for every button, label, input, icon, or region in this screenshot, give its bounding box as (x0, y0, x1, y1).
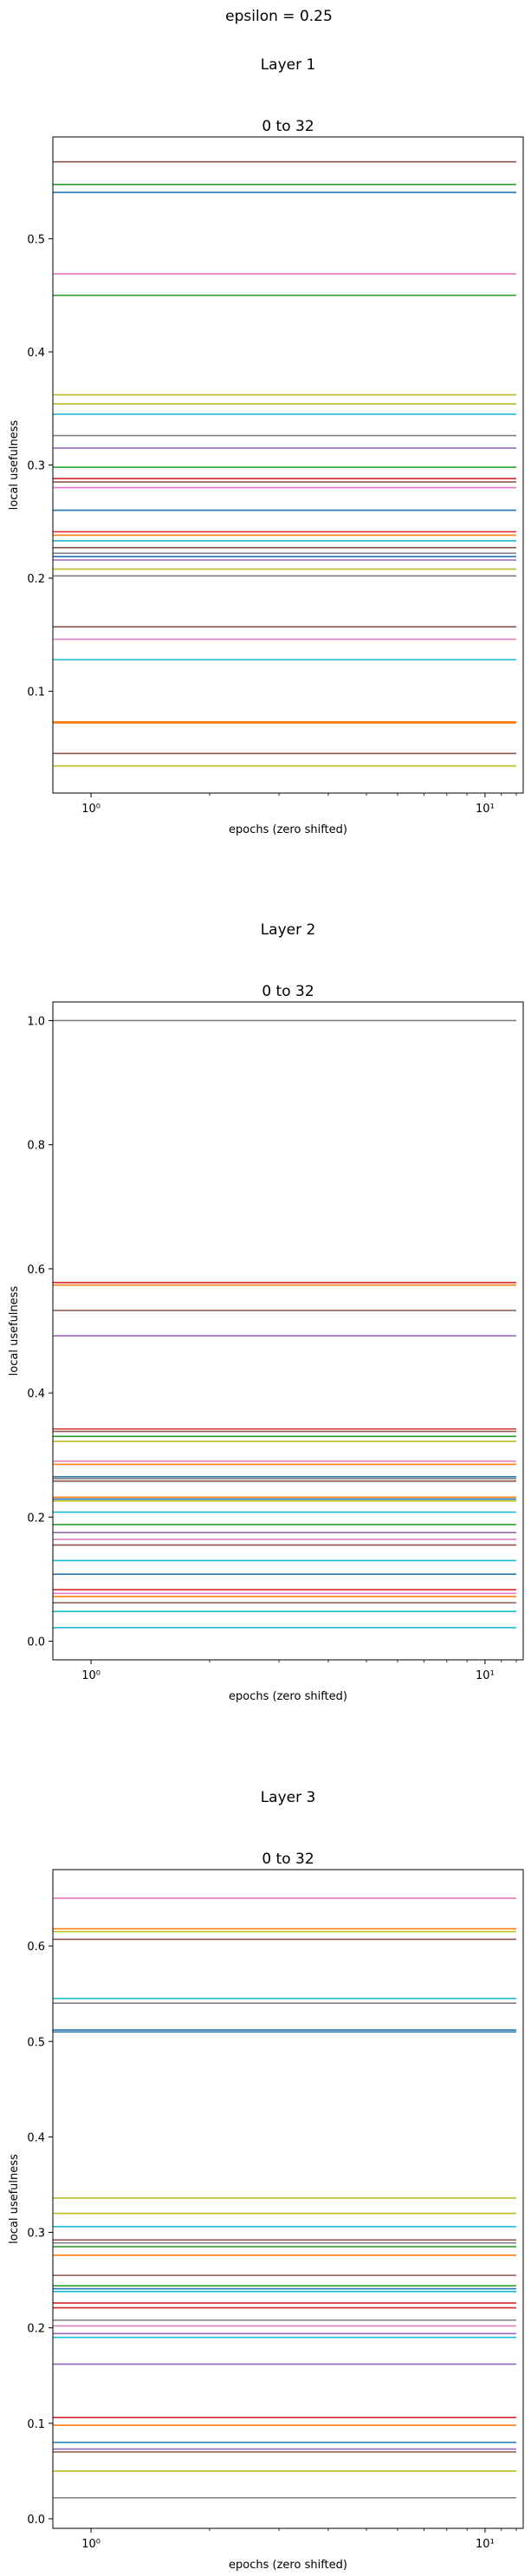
x-tick-label: 10⁰ (81, 2538, 100, 2551)
x-axis-label: epochs (zero shifted) (229, 2559, 347, 2572)
y-tick-label: 0.3 (27, 2228, 45, 2241)
layer-title: Layer 1 (261, 56, 316, 74)
y-tick-label: 0.4 (27, 1388, 45, 1401)
figure-suptitle: epsilon = 0.25 (225, 8, 333, 25)
y-tick-label: 0.4 (27, 2131, 45, 2144)
y-axis-label: local usefulness (8, 1285, 21, 1376)
y-tick-label: 0.0 (27, 2514, 45, 2527)
y-tick-label: 0.5 (27, 2036, 45, 2049)
y-axis-label: local usefulness (8, 420, 21, 510)
chart-panel-3: Layer 3 0 to 32 0.0 0.1 0.2 0.3 0.4 0.5 0.6 10⁰ 10… (8, 1789, 524, 2572)
y-tick-label: 0.0 (27, 1636, 45, 1649)
x-tick-label: 10¹ (476, 1669, 495, 1682)
plot-frame (52, 136, 524, 794)
x-tick-label: 10¹ (476, 2538, 495, 2551)
x-tick-label: 10⁰ (81, 1669, 100, 1682)
plot-frame (52, 1001, 524, 1661)
y-tick-label: 0.1 (27, 686, 45, 699)
y-tick-label: 0.5 (27, 233, 45, 246)
y-tick-label: 0.2 (27, 2323, 45, 2336)
y-tick-label: 0.1 (27, 2418, 45, 2431)
chart-panel-2: Layer 2 0 to 32 0.0 0.2 0.4 0.6 0.8 1.0 10⁰ 10¹ ep… (8, 921, 524, 1703)
y-tick-label: 0.6 (27, 1264, 45, 1277)
y-tick-label: 0.2 (27, 1512, 45, 1525)
y-tick-label: 0.3 (27, 460, 45, 473)
y-tick-label: 0.8 (27, 1140, 45, 1153)
y-tick-label: 0.2 (27, 573, 45, 586)
x-axis-label: epochs (zero shifted) (229, 823, 347, 836)
x-tick-label: 10⁰ (81, 803, 100, 816)
chart-title: 0 to 32 (262, 1851, 314, 1868)
chart-panels: Layer 1 0 to 32 0.1 0.2 0.3 0.4 0.5 10⁰ 10¹ epoch… (8, 56, 524, 2572)
x-tick-label: 10¹ (476, 803, 495, 816)
chart-title: 0 to 32 (262, 118, 314, 135)
x-axis-label: epochs (zero shifted) (229, 1690, 347, 1703)
y-tick-label: 0.6 (27, 1941, 45, 1954)
layer-title: Layer 2 (261, 921, 316, 939)
plot-frame (52, 1869, 524, 2529)
y-tick-label: 1.0 (27, 1015, 45, 1028)
y-axis-label: local usefulness (8, 2154, 21, 2244)
layer-title: Layer 3 (261, 1789, 316, 1806)
y-tick-label: 0.4 (27, 347, 45, 360)
chart-panel-1: Layer 1 0 to 32 0.1 0.2 0.3 0.4 0.5 10⁰ 10¹ epoch… (8, 56, 524, 836)
chart-title: 0 to 32 (262, 983, 314, 1000)
